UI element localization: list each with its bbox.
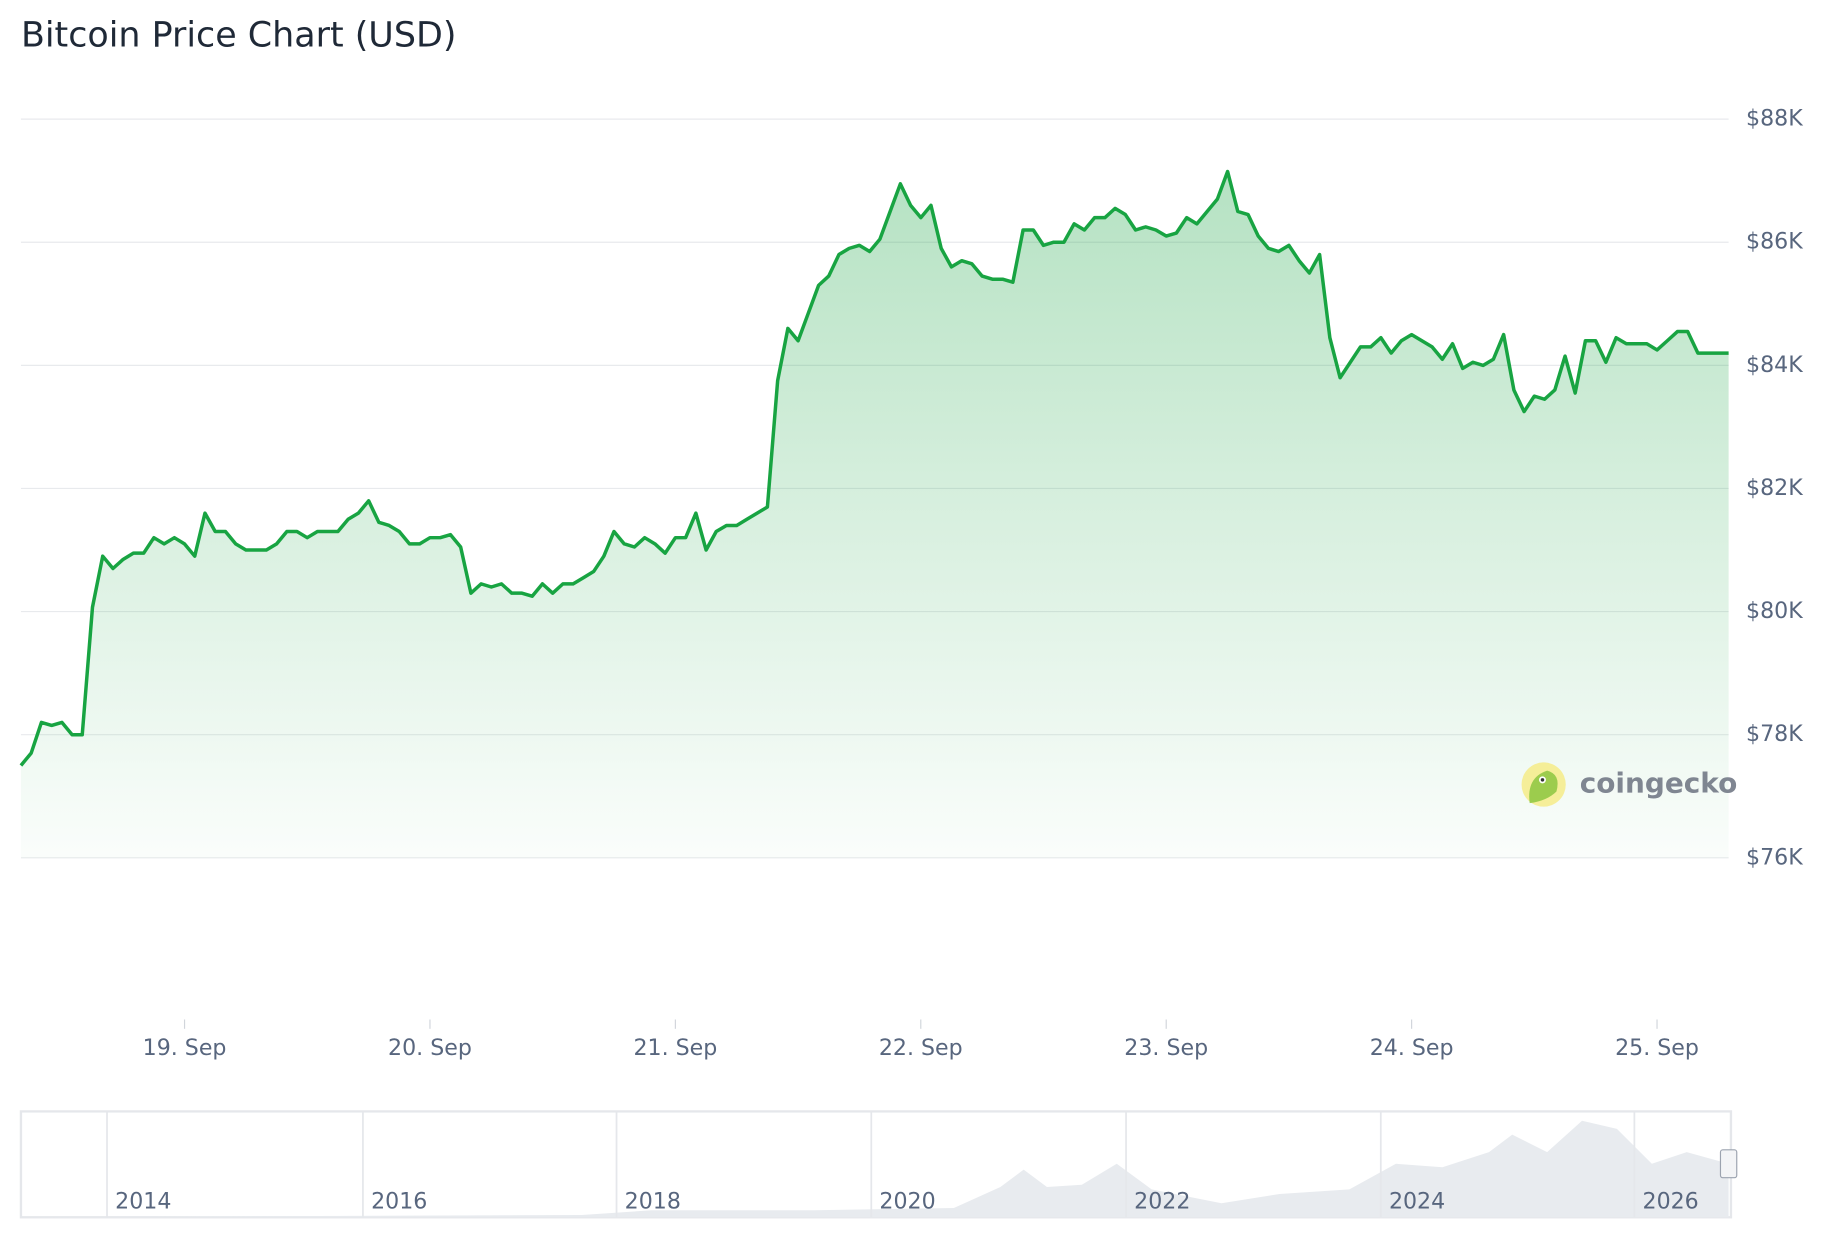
y-tick-label: $78K [1746,721,1803,747]
navigator-label: 2016 [371,1189,427,1215]
navigator-label: 2018 [625,1189,681,1215]
navigator-label: 2022 [1134,1189,1190,1215]
y-tick-label: $82K [1746,475,1803,501]
navigator-handle[interactable] [1719,1149,1738,1179]
y-tick-label: $80K [1746,598,1803,624]
navigator-area [20,1120,1729,1218]
y-tick-label: $84K [1746,352,1803,378]
watermark: coingecko [1580,767,1738,800]
x-tick-label: 25. Sep [1615,1035,1699,1061]
y-tick-label: $86K [1746,229,1803,255]
navigator-label: 2020 [879,1189,935,1215]
navigator-label: 2024 [1389,1189,1445,1215]
price-line [19,169,1729,767]
navigator-label: 2014 [115,1189,171,1215]
x-tick-label: 20. Sep [388,1035,472,1061]
y-tick-label: $76K [1746,844,1803,870]
logo [1521,762,1566,807]
y-tick-label: $88K [1746,106,1803,132]
x-tick-label: 22. Sep [879,1035,963,1061]
navigator[interactable]: 2014 2016 2018 2020 2022 2024 2026 [19,1110,1738,1219]
x-tick-label: 19. Sep [143,1035,227,1061]
navigator-label: 2026 [1643,1189,1699,1215]
x-tick-label: 24. Sep [1370,1035,1454,1061]
chart-title: Bitcoin Price Chart (USD) [21,16,457,56]
x-tick-label: 21. Sep [633,1035,717,1061]
x-tick-label: 23. Sep [1124,1035,1208,1061]
area-fill [20,171,1729,858]
